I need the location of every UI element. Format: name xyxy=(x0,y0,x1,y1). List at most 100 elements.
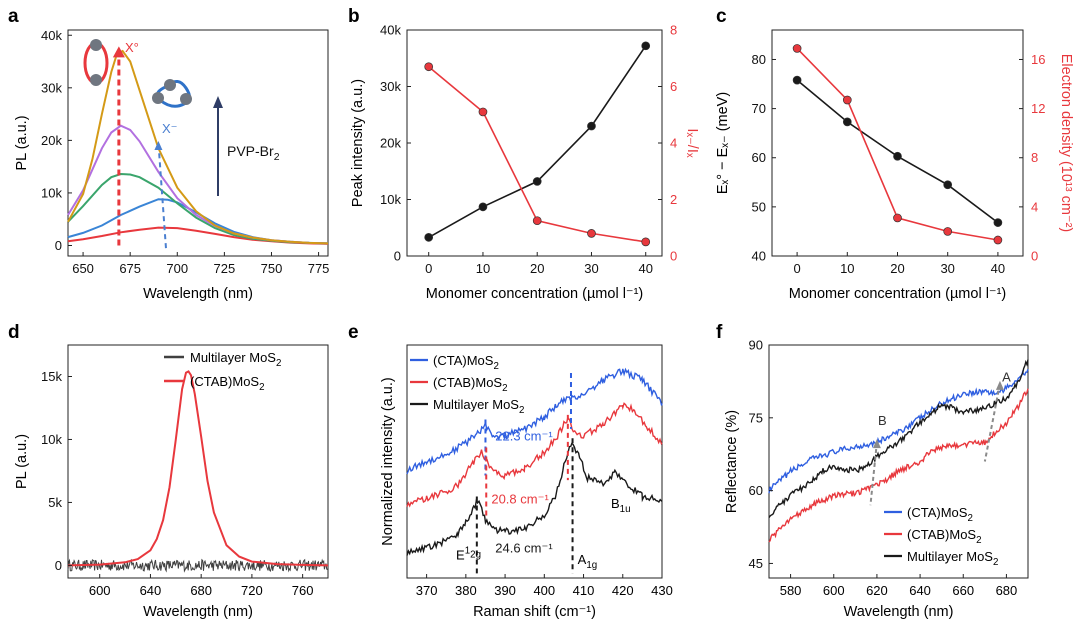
panel-b-ylabel: Peak intensity (a.u.) xyxy=(350,79,366,207)
panel-c-series-1-point xyxy=(893,213,902,223)
panel-f-legend-label-2: Multilayer MoS2 xyxy=(907,549,998,568)
panel-e-blue-shift: 22.3 cm⁻¹ xyxy=(495,429,553,444)
panel-f-xtick-label: 600 xyxy=(823,583,845,598)
panel-a-trion-hole-icon xyxy=(152,92,164,104)
panel-c-series-0-point xyxy=(792,75,802,85)
panel-a-xtick-label: 725 xyxy=(214,261,236,276)
panel-a-ytick-label: 30k xyxy=(41,80,62,95)
panel-c-xtick-label: 10 xyxy=(840,261,854,276)
panel-d-legend-label-1: (CTAB)MoS2 xyxy=(190,374,265,393)
panel-c-ytick-label: 4 xyxy=(1031,199,1038,214)
panel-f-ytick-label: 60 xyxy=(749,483,763,498)
panel-a-series-1 xyxy=(67,198,329,245)
panel-d-xtick-label: 640 xyxy=(140,583,162,598)
panel-c-xtick-label: 0 xyxy=(793,261,800,276)
panel-a-electron-icon xyxy=(90,39,102,51)
panel-c-xtick-label: 20 xyxy=(890,261,904,276)
panel-d-xlabel: Wavelength (nm) xyxy=(143,604,253,620)
panel-a-pvp-arrowhead xyxy=(213,96,223,108)
panel-d-legend-label-0-part-0: Multilayer MoS xyxy=(190,350,276,365)
panel-e-e2g-label-part-1: 1 xyxy=(465,545,470,556)
panel-f-frame xyxy=(768,344,1029,579)
panel-f-a-arrowhead xyxy=(995,380,1004,390)
panel-b-series-1-point xyxy=(641,237,651,247)
panel-f-ylabel: Reflectance (%) xyxy=(724,410,740,513)
panel-a: a 650 675 700 725 750 775 0 10k 20k 30k 40k Waveleng… xyxy=(8,6,329,302)
panel-f-b-arrowhead xyxy=(872,439,881,449)
panel-b-series-0-point xyxy=(587,121,596,131)
panel-d-series-1 xyxy=(67,370,329,567)
panel-d-legend-label-1-part-0: (CTAB)MoS xyxy=(190,374,259,389)
panel-f: f 580 600 620 640 660 680 45 60 75 90 Wavelength (n… xyxy=(716,322,1029,620)
panel-f-series-0 xyxy=(768,369,1029,494)
panel-c-series-0-point xyxy=(842,117,852,127)
panel-b-xtick-label: 20 xyxy=(530,261,544,276)
panel-f-legend-label-0-part-1: 2 xyxy=(967,513,972,524)
panel-label: d xyxy=(8,322,20,343)
panel-c-ytick-label: 12 xyxy=(1031,101,1045,116)
panel-c-xtick-label: 30 xyxy=(940,261,954,276)
panel-e-e2g-label: E12g xyxy=(456,545,481,562)
panel-b-xlabel: Monomer concentration (µmol l⁻¹) xyxy=(426,286,643,302)
panel-b-ytick-label: 2 xyxy=(670,192,677,207)
panel-b-series-0-point xyxy=(424,233,434,242)
panel-a-trion-electron2-icon xyxy=(180,93,192,105)
panel-f-xtick-label: 580 xyxy=(780,583,802,598)
panel-c-xlabel: Monomer concentration (µmol l⁻¹) xyxy=(789,286,1006,302)
panel-b-ytick-label: 30k xyxy=(380,79,401,94)
panel-b-ytick-label: 0 xyxy=(394,249,401,264)
panel-c-series-1-point xyxy=(792,44,802,53)
panel-e-xtick-label: 390 xyxy=(494,583,516,598)
panel-e-e2g-label-part-0: E xyxy=(456,547,465,562)
panel-e-xtick-label: 410 xyxy=(573,583,595,598)
panel-c-ytick-label: 0 xyxy=(1031,249,1038,264)
panel-e-xtick-label: 380 xyxy=(455,583,477,598)
panel-label: c xyxy=(716,6,727,27)
panel-b-xtick-label: 10 xyxy=(476,261,490,276)
panel-c-ylabel: Eₓ° − Eₓ₋ (meV) xyxy=(715,92,731,194)
panel-e-ylabel: Normalized intensity (a.u.) xyxy=(380,377,396,545)
panel-f-xtick-label: 660 xyxy=(952,583,974,598)
panel-e-legend-label-2-part-1: 2 xyxy=(519,405,524,416)
panel-a-xminus-arrowhead xyxy=(154,141,163,150)
panel-f-ytick-label: 90 xyxy=(749,338,763,353)
panel-a-xtick-label: 675 xyxy=(119,261,141,276)
panel-a-ylabel: PL (a.u.) xyxy=(14,115,30,170)
panel-e-legend-label-0-part-1: 2 xyxy=(493,361,498,372)
panel-e-b1u-label-part-0: B xyxy=(611,496,620,511)
panel-b-xtick-label: 0 xyxy=(425,261,432,276)
panel-e-legend-label-1: (CTAB)MoS2 xyxy=(433,375,508,394)
panel-d-xtick-label: 760 xyxy=(292,583,314,598)
panel-e-series-1 xyxy=(406,402,663,508)
panel-d-legend-label-1-part-1: 2 xyxy=(259,382,264,393)
panel-f-legend-label-0: (CTA)MoS2 xyxy=(907,505,973,524)
panel-a-xtick-label: 650 xyxy=(72,261,94,276)
panel-c-series-1-point xyxy=(842,95,852,105)
panel-c-ytick-label: 80 xyxy=(752,52,766,67)
panel-a-ytick-label: 0 xyxy=(55,238,62,253)
panel-d-ytick-label: 10k xyxy=(41,432,62,447)
panel-a-ytick-label: 10k xyxy=(41,185,62,200)
panel-b-series-1-point xyxy=(478,107,488,117)
panel-a-xtick-label: 700 xyxy=(166,261,188,276)
panel-c-series-0-point xyxy=(893,151,902,161)
panel-d-xtick-label: 600 xyxy=(89,583,111,598)
panel-c-ytick-label: 16 xyxy=(1031,52,1045,67)
panel-d-ytick-label: 5k xyxy=(48,495,62,510)
panel-e-legend-label-2: Multilayer MoS2 xyxy=(433,397,524,416)
panel-f-legend-label-1-part-1: 2 xyxy=(976,535,981,546)
panel-label: e xyxy=(348,322,359,343)
panel-c: c 0 10 20 30 40 40 50 60 70 80 0 4 8 12 16 Monomer conce… xyxy=(715,6,1074,302)
panel-e-b1u-label-part-1: 1u xyxy=(620,504,631,515)
panel-f-legend-label-2-part-1: 2 xyxy=(993,557,998,568)
panel-f-legend-label-1: (CTAB)MoS2 xyxy=(907,527,982,546)
panel-f-ytick-label: 45 xyxy=(749,556,763,571)
panel-c-series-1-point xyxy=(943,227,953,236)
panel-e-xlabel: Raman shift (cm⁻¹) xyxy=(473,604,596,620)
panel-f-xtick-label: 620 xyxy=(866,583,888,598)
panel-a-pvp-label-part-1: 2 xyxy=(274,151,280,163)
panel-f-a-arrow xyxy=(983,383,1001,462)
panel-f-a-label: A xyxy=(1002,369,1011,384)
panel-b-ytick-label: 20k xyxy=(380,136,401,151)
